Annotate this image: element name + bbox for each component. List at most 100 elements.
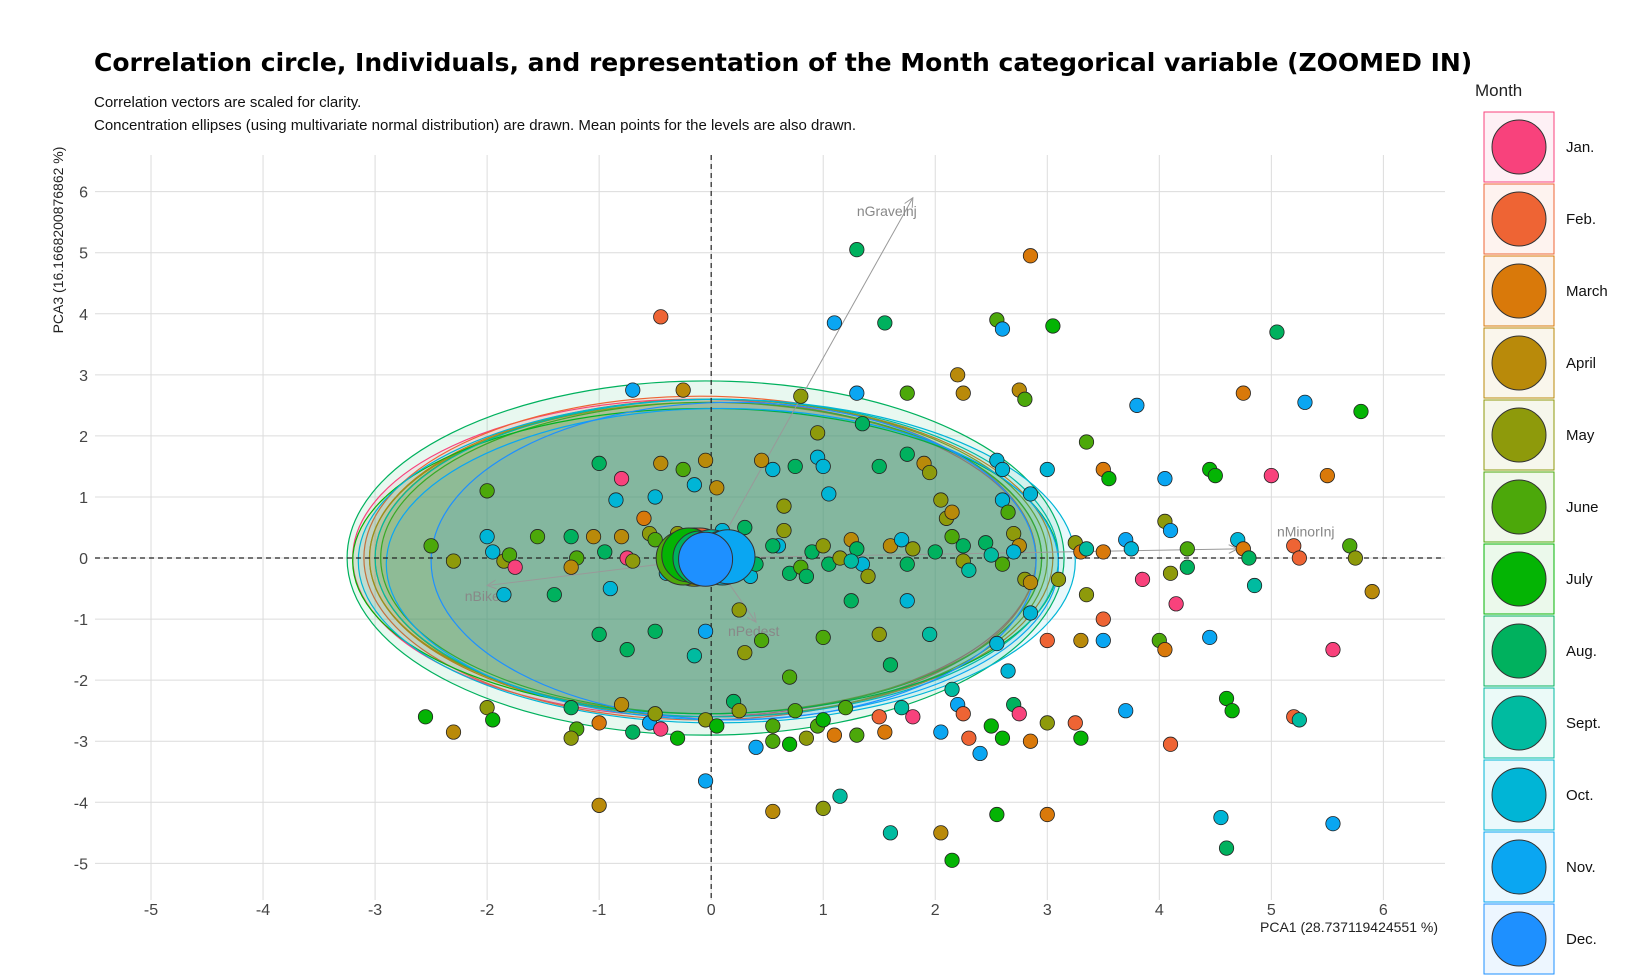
data-point-may xyxy=(647,706,663,722)
legend-key-circle xyxy=(1491,911,1547,967)
data-point-april xyxy=(445,724,462,740)
data-point-feb xyxy=(955,706,971,722)
legend-item-may: May xyxy=(1483,399,1595,471)
zero-lines xyxy=(95,155,1445,900)
data-point-july xyxy=(709,718,725,734)
data-point-may xyxy=(625,553,641,569)
data-point-sept xyxy=(1246,577,1263,594)
data-point-aug xyxy=(899,556,915,572)
data-point-june xyxy=(529,529,546,545)
data-point-aug xyxy=(563,700,579,716)
data-point-nov xyxy=(1297,394,1313,410)
data-point-june xyxy=(1000,504,1016,520)
mean-point-dec xyxy=(678,531,734,587)
data-point-july xyxy=(994,730,1011,746)
data-point-nov xyxy=(697,773,714,789)
data-point-oct xyxy=(815,458,831,475)
data-point-aug xyxy=(765,538,781,554)
data-point-aug xyxy=(647,623,663,639)
data-point-oct xyxy=(899,593,915,609)
data-point-nov xyxy=(1095,632,1111,649)
data-point-sept xyxy=(922,626,938,642)
data-point-sept xyxy=(686,648,702,664)
legend-item-june: June xyxy=(1483,471,1599,543)
legend-label-feb: Feb. xyxy=(1566,211,1596,228)
data-point-feb xyxy=(1095,611,1111,627)
x-tick-label: 6 xyxy=(1379,902,1388,919)
data-point-sept xyxy=(1078,541,1095,557)
data-point-april xyxy=(653,455,669,471)
data-point-sept xyxy=(894,700,910,716)
data-point-april xyxy=(675,382,691,398)
data-point-sept xyxy=(882,825,899,841)
data-point-oct xyxy=(496,587,512,603)
data-point-aug xyxy=(877,315,893,331)
y-tick-label: -3 xyxy=(74,734,88,751)
data-point-oct xyxy=(1022,486,1039,502)
data-point-aug xyxy=(591,455,607,471)
data-point-may xyxy=(776,522,792,539)
data-point-aug xyxy=(625,724,641,740)
legend-item-july: July xyxy=(1483,543,1593,615)
individual-points xyxy=(417,242,1380,868)
data-point-aug xyxy=(597,544,613,560)
vector-arrowhead xyxy=(904,196,914,208)
data-point-oct xyxy=(1000,663,1016,679)
data-point-nov xyxy=(1157,471,1173,487)
data-point-nov xyxy=(1325,816,1341,832)
data-point-march xyxy=(1157,642,1173,658)
x-axis-ticks: -5 -4 -3 -2 -1 0 1 2 3 4 5 6 xyxy=(144,902,1388,919)
legend-key-circle xyxy=(1491,551,1547,607)
x-tick-label: 3 xyxy=(1043,902,1052,919)
legend-label-aug: Aug. xyxy=(1566,643,1597,660)
data-point-aug xyxy=(546,587,562,603)
legend-key-circle xyxy=(1491,407,1547,463)
y-axis-ticks: -5 -4 -3 -2 -1 0 1 2 3 4 5 6 xyxy=(74,185,88,874)
legend-item-feb: Feb. xyxy=(1483,183,1596,255)
data-point-june xyxy=(1179,541,1195,557)
data-point-oct xyxy=(1123,541,1139,557)
data-point-sept xyxy=(961,562,977,578)
data-point-oct xyxy=(686,477,702,493)
data-point-aug xyxy=(1269,324,1285,340)
vector-label-npedest: nPedest xyxy=(728,623,779,639)
data-point-july xyxy=(1101,471,1117,487)
x-tick-label: 5 xyxy=(1267,902,1276,919)
data-point-march xyxy=(1039,806,1055,823)
data-point-jan xyxy=(1011,706,1027,722)
data-point-oct xyxy=(608,492,624,508)
data-point-aug xyxy=(927,544,943,560)
vector-label-ngravelnj: nGravelnj xyxy=(857,203,917,219)
data-point-oct xyxy=(894,532,910,548)
data-point-may xyxy=(871,626,887,642)
data-point-july xyxy=(782,736,798,752)
data-point-may xyxy=(1162,565,1179,581)
legend-item-sept: Sept. xyxy=(1483,687,1601,759)
data-point-oct xyxy=(1039,461,1055,478)
legend-item-dec: Dec. xyxy=(1483,903,1597,975)
chart-subtitle-line-2: Concentration ellipses (using multivaria… xyxy=(94,117,856,134)
data-point-june xyxy=(838,700,854,716)
x-tick-label: 4 xyxy=(1155,902,1164,919)
data-point-sept xyxy=(944,681,960,697)
data-point-oct xyxy=(479,529,495,545)
legend-key-circle xyxy=(1491,767,1547,823)
data-point-june xyxy=(765,733,781,749)
data-point-oct xyxy=(485,544,501,560)
data-point-march xyxy=(826,727,843,743)
data-point-april xyxy=(613,529,630,545)
data-point-jan xyxy=(507,559,523,575)
legend-label-may: May xyxy=(1566,427,1595,444)
data-point-june xyxy=(765,718,781,734)
data-point-april xyxy=(950,367,966,383)
data-point-may xyxy=(860,568,876,584)
legend-label-sept: Sept. xyxy=(1566,715,1601,732)
data-point-june xyxy=(899,385,915,401)
data-point-nov xyxy=(748,739,764,755)
data-point-oct xyxy=(1213,809,1229,826)
data-point-july xyxy=(485,712,501,728)
data-point-nov xyxy=(1162,522,1179,539)
vector-ngravelnj xyxy=(710,197,914,559)
data-point-july xyxy=(1207,467,1223,484)
data-point-aug xyxy=(798,568,815,584)
